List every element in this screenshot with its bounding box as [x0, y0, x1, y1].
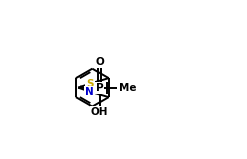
Text: OH: OH	[91, 107, 108, 117]
Text: O: O	[95, 57, 104, 67]
Text: N: N	[85, 87, 94, 97]
Text: S: S	[86, 79, 94, 89]
Text: P: P	[96, 83, 103, 93]
Text: Me: Me	[119, 83, 137, 93]
